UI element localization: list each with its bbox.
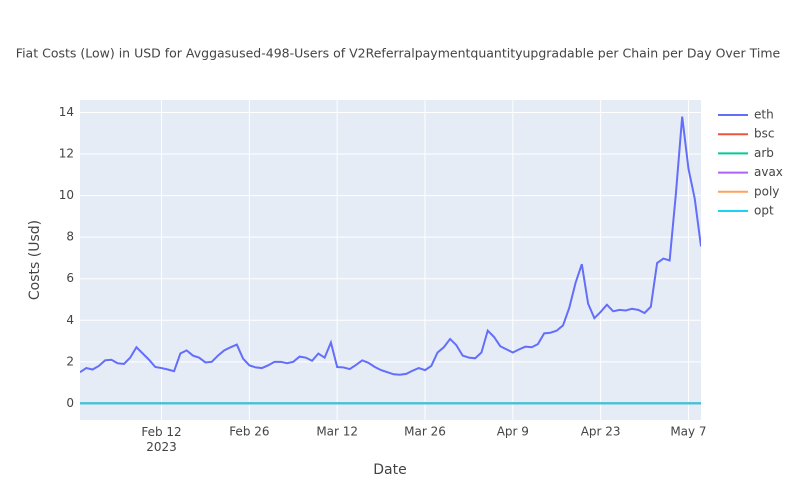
plot-area — [80, 100, 701, 420]
x-tick-label: Mar 12 — [316, 425, 358, 439]
x-axis-title: Date — [373, 462, 406, 478]
x-tick-label: Apr 23 — [581, 425, 621, 439]
chart-title: Fiat Costs (Low) in USD for Avggasused-4… — [16, 46, 781, 61]
x-tick-label: Mar 26 — [404, 425, 446, 439]
y-axis-title: Costs (Usd) — [27, 220, 43, 300]
y-tick-label: 12 — [59, 147, 74, 161]
legend-label: poly — [754, 184, 779, 198]
y-tick-label: 8 — [66, 230, 74, 244]
legend-label: avax — [754, 165, 783, 179]
y-tick-label: 0 — [66, 396, 74, 410]
legend-label: opt — [754, 204, 774, 218]
x-tick-label: May 7 — [670, 425, 706, 439]
legend-label: bsc — [754, 127, 774, 141]
legend-label: eth — [754, 108, 774, 122]
y-tick-label: 2 — [66, 354, 74, 368]
series-line — [80, 116, 701, 376]
x-tick-label: Feb 12 2023 — [141, 425, 181, 454]
y-tick-label: 4 — [66, 313, 74, 327]
y-tick-label: 10 — [59, 188, 74, 202]
y-tick-label: 6 — [66, 271, 74, 285]
legend-label: arb — [754, 146, 774, 160]
x-tick-label: Apr 9 — [497, 425, 529, 439]
x-tick-label: Feb 26 — [229, 425, 269, 439]
y-tick-label: 14 — [59, 105, 74, 119]
